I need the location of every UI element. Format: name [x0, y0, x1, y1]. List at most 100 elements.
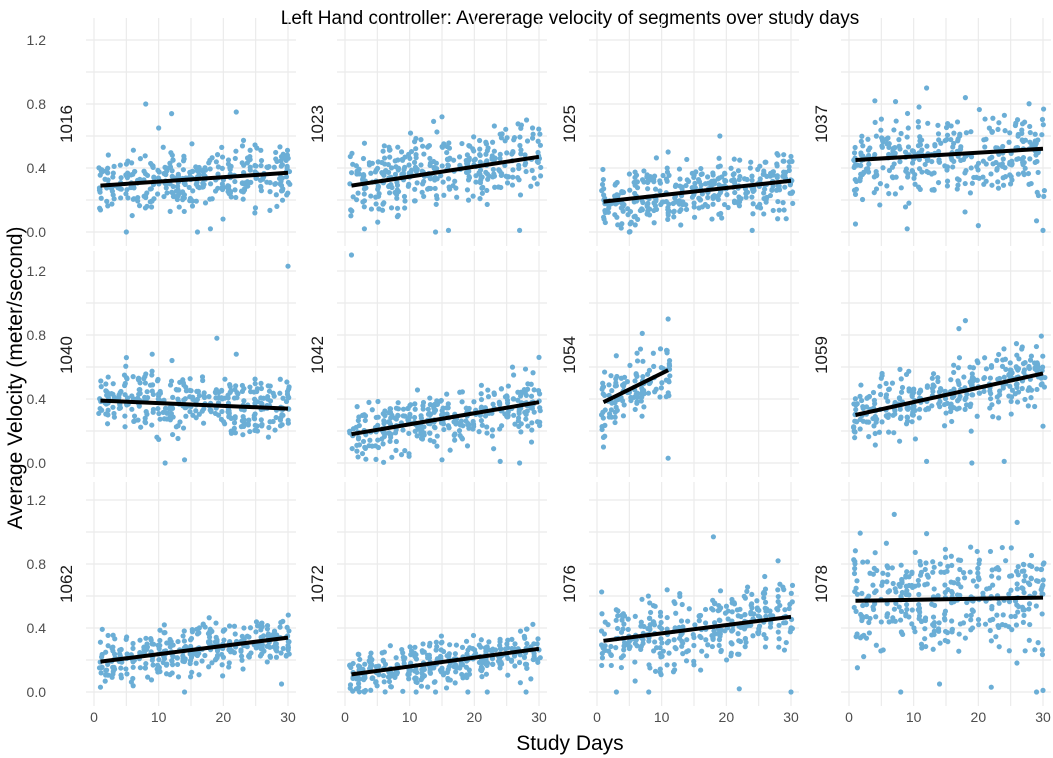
data-point: [1035, 640, 1041, 646]
data-point: [145, 674, 151, 680]
data-point: [612, 414, 618, 420]
data-point: [440, 179, 446, 185]
data-point: [710, 201, 716, 207]
data-point: [632, 190, 638, 197]
data-point: [427, 176, 433, 182]
data-point: [860, 143, 866, 149]
data-point: [535, 138, 541, 144]
data-point: [892, 411, 898, 417]
data-point: [246, 654, 252, 660]
data-point: [955, 365, 961, 371]
data-point: [647, 600, 653, 606]
data-point: [916, 415, 922, 421]
data-point: [1021, 607, 1027, 613]
data-point: [995, 126, 1001, 133]
data-point: [279, 197, 286, 203]
data-point: [670, 669, 677, 675]
data-point: [899, 589, 905, 596]
facet-panel-1042: 1042: [308, 251, 547, 477]
data-point: [427, 155, 433, 162]
data-point: [354, 448, 360, 454]
data-point: [935, 378, 941, 385]
data-point: [394, 205, 401, 211]
data-point: [987, 548, 994, 555]
data-point: [731, 171, 737, 177]
data-point: [395, 165, 402, 171]
outlier-point: [156, 125, 162, 131]
data-point: [605, 209, 611, 215]
data-point: [967, 569, 973, 575]
data-point: [936, 158, 942, 165]
data-point: [922, 626, 928, 632]
data-point: [728, 653, 734, 659]
data-point: [666, 357, 673, 364]
data-point: [535, 659, 541, 665]
data-point: [421, 151, 427, 157]
data-point: [1029, 563, 1035, 570]
data-point: [232, 430, 239, 436]
data-point: [400, 427, 406, 433]
data-point: [990, 582, 996, 588]
data-point: [253, 645, 259, 651]
data-point: [900, 631, 906, 637]
data-point: [756, 629, 762, 635]
data-point: [898, 376, 904, 382]
data-point: [214, 152, 221, 158]
data-point: [129, 393, 135, 399]
data-point: [924, 581, 930, 587]
data-point: [891, 145, 897, 151]
data-point: [612, 419, 618, 426]
data-point: [1014, 581, 1020, 587]
data-point: [497, 155, 503, 162]
data-point: [1040, 106, 1047, 112]
data-point: [193, 415, 199, 421]
data-point: [762, 586, 769, 592]
data-point: [451, 157, 457, 163]
data-point: [531, 175, 537, 181]
data-point: [459, 140, 465, 147]
data-point: [156, 410, 162, 417]
data-point: [130, 147, 136, 153]
data-point: [917, 387, 924, 393]
data-point: [354, 168, 360, 174]
data-point: [665, 216, 671, 223]
trend-line: [100, 398, 289, 411]
data-point: [948, 408, 954, 415]
data-point: [499, 661, 505, 667]
data-point: [413, 151, 419, 158]
data-point: [238, 188, 245, 194]
outlier-point: [143, 101, 149, 107]
data-point: [155, 175, 162, 181]
data-point: [419, 436, 426, 442]
data-point: [476, 137, 483, 144]
data-point: [852, 396, 858, 402]
data-point: [872, 442, 878, 448]
outlier-point: [891, 511, 897, 517]
data-point: [776, 644, 782, 650]
data-point: [613, 353, 619, 359]
data-point: [148, 635, 154, 642]
data-point: [637, 207, 643, 214]
data-point: [251, 389, 257, 395]
data-point: [189, 626, 195, 633]
data-point: [852, 565, 858, 572]
data-point: [446, 425, 452, 431]
data-point: [150, 406, 157, 413]
data-point: [362, 444, 368, 450]
data-point: [851, 604, 857, 611]
data-point: [673, 610, 679, 616]
data-point: [156, 169, 162, 175]
data-point: [710, 170, 716, 176]
data-point: [859, 196, 866, 203]
data-point: [420, 143, 426, 149]
facet-label-1040: 1040: [57, 336, 76, 374]
data-point: [285, 417, 291, 423]
facet-label-1025: 1025: [560, 105, 579, 143]
data-point: [169, 670, 175, 676]
data-point: [267, 644, 273, 650]
data-point: [412, 186, 418, 192]
data-point: [142, 153, 148, 159]
data-point: [1033, 603, 1039, 609]
data-point: [439, 144, 446, 150]
